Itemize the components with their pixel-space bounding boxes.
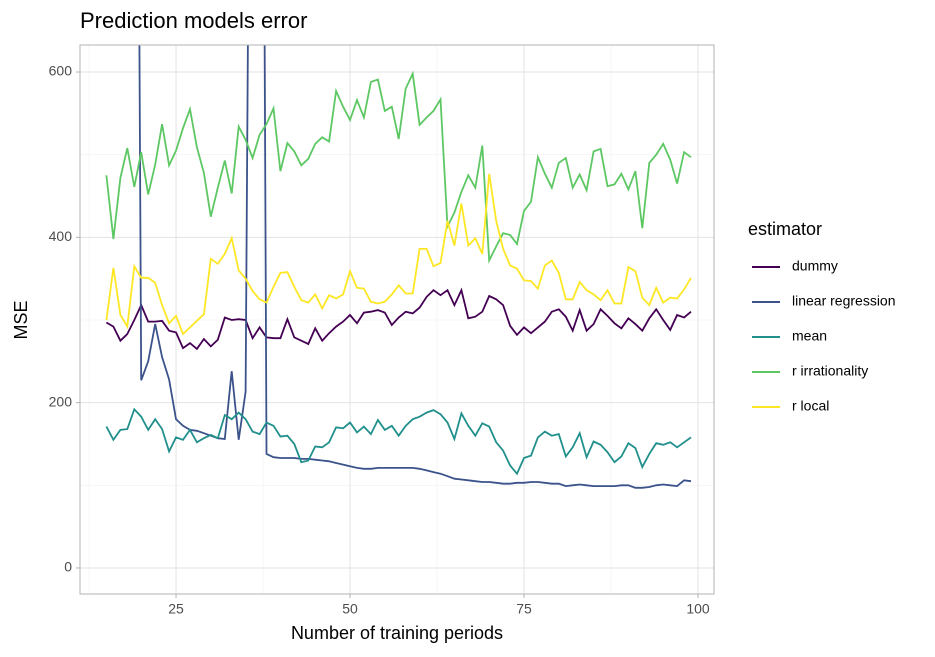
x-tick-label: 25	[168, 601, 184, 617]
y-tick-label: 200	[49, 393, 73, 409]
x-tick-label: 75	[516, 601, 532, 617]
panel-border	[79, 44, 715, 595]
x-tick-label: 100	[686, 601, 710, 617]
x-axis-label: Number of training periods	[291, 623, 503, 643]
legend-label: linear regression	[792, 293, 896, 309]
grid	[80, 45, 714, 594]
y-tick-label: 400	[49, 228, 73, 244]
legend-label: dummy	[792, 258, 838, 274]
y-tick-label: 600	[49, 63, 73, 79]
legend-label: r irrationality	[792, 363, 868, 379]
series-line	[138, 45, 692, 489]
series-line	[105, 407, 692, 476]
series-line	[105, 70, 692, 264]
series-line	[105, 287, 692, 351]
plot-lines	[105, 45, 692, 489]
y-tick-label: 0	[64, 559, 72, 575]
legend: dummy linear regression mean r irrationalit…	[752, 258, 896, 414]
legend-label: mean	[792, 328, 827, 344]
y-axis-label: MSE	[11, 300, 31, 339]
x-tick-label: 50	[342, 601, 358, 617]
chart-title: Prediction models error	[80, 8, 307, 33]
series-line	[105, 173, 692, 336]
legend-label: r local	[792, 398, 829, 414]
legend-title: estimator	[748, 219, 822, 239]
